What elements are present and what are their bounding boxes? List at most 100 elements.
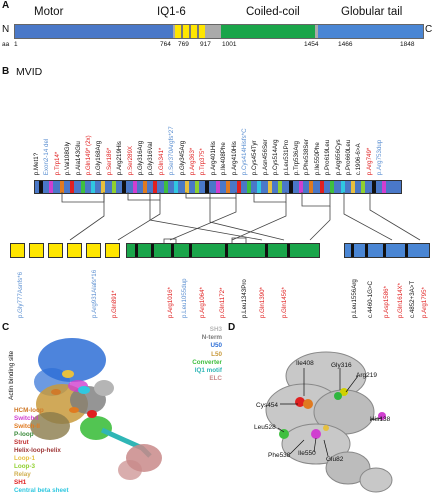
- iq-motif-box: [48, 243, 63, 258]
- variant-mark: [351, 244, 354, 257]
- connector-bracket: [127, 192, 161, 201]
- legend-entry: L50: [211, 350, 222, 358]
- connector-line: [343, 192, 393, 241]
- motor-variant-mark: [288, 181, 293, 193]
- connector-bracket: [253, 192, 287, 203]
- motor-variant-mark: [382, 181, 387, 193]
- connector-bracket: [301, 192, 331, 207]
- residue-ile408: Ile408: [296, 360, 314, 367]
- top-variant-label: p.Gly316Arg: [136, 140, 144, 176]
- top-variant-label: p.Ile408Phe: [219, 142, 227, 176]
- motor-variant-mark: [340, 181, 345, 193]
- bottom-variant-label: p.Asp1586*: [383, 286, 390, 318]
- tick-1848: 1848: [400, 41, 415, 48]
- legend-entry: P-loop: [14, 431, 34, 438]
- iq-motif-box: [86, 243, 101, 258]
- top-variant-label: p.Trp375*: [199, 148, 207, 176]
- motor-variant-mark: [174, 181, 179, 193]
- domain-motor-label: Motor: [34, 6, 64, 18]
- variant-mark: [287, 244, 290, 257]
- motor-variant-mark: [153, 181, 158, 193]
- variant-mark: [189, 244, 192, 257]
- motor-variant-mark: [205, 181, 210, 193]
- variant-mark: [151, 244, 154, 257]
- myosin-structure-ribbon: [30, 338, 162, 480]
- bottom-variant-label: p.Arg1016*: [167, 287, 174, 318]
- variant-mark: [171, 244, 174, 257]
- bottom-variant-label: p.Gln1390*: [259, 287, 266, 318]
- top-variant-label: p.Arg410His: [230, 141, 238, 176]
- top-variant-label: c.1906-6>A: [355, 143, 363, 176]
- coiled-coil-brackets: [163, 237, 247, 243]
- connector-line: [309, 206, 331, 241]
- bottom-variant-label: p.Gln1172*: [219, 287, 226, 318]
- motor-variant-mark: [330, 181, 335, 193]
- motor-variant-mark: [236, 181, 241, 193]
- bottom-variant-label: p.Gly777Asnfs*6: [17, 271, 24, 318]
- residue-cys454: Cys454: [256, 402, 279, 409]
- top-variant-label: p.Asn456Ser: [261, 139, 269, 176]
- bottom-variant-label: p.Gln1614X*: [397, 282, 404, 318]
- top-variant-label: p.Gly316Val: [147, 141, 155, 176]
- motor-variant-mark: [111, 181, 116, 193]
- iq-motif-box: [67, 243, 82, 258]
- legend-entry: ELC: [209, 375, 222, 383]
- tick-1001: 1001: [222, 41, 237, 48]
- coiled-coil-segment: [221, 25, 315, 38]
- bottom-variant-label: c.4852+3A>T: [409, 280, 416, 318]
- connector-bracket: [61, 192, 105, 203]
- variant-mark: [365, 244, 368, 257]
- motor-variant-mark: [59, 181, 64, 193]
- motor-variant-mark: [70, 181, 75, 193]
- bottom-variant-label: p.Gln891*: [111, 290, 118, 318]
- top-variant-label: p.Pro660Leu: [344, 139, 352, 176]
- tick-1: 1: [14, 41, 18, 48]
- legend-entry: Strut: [14, 439, 29, 446]
- motor-domain-bar: [34, 180, 402, 194]
- top-variant-label: p.Gly168Arg: [95, 140, 103, 176]
- top-variant-label: p.Cys454Tyr: [251, 140, 259, 176]
- tick-769: 769: [178, 41, 189, 48]
- residue-his138: His138: [370, 416, 391, 423]
- bottom-variant-label: p.Arg1795*: [421, 287, 428, 318]
- connector-line: [149, 192, 263, 241]
- top-variant-label: p.Ala143Glu: [74, 141, 82, 176]
- motor-variant-mark: [143, 181, 147, 193]
- bottom-variant-label: p.Leu1343Pro: [241, 279, 248, 318]
- legend-entry: Converter: [192, 358, 222, 366]
- domain-coiled-coil-label: Coiled-coil: [246, 6, 300, 18]
- motor-variant-mark: [319, 181, 324, 193]
- connector-line: [369, 192, 421, 241]
- top-variant-label: p.Pro619Leu: [323, 139, 331, 176]
- legend-entry: HCM-loop: [14, 407, 44, 414]
- legend-entry: Loop-1: [14, 455, 35, 462]
- iq-motif-stripe: [197, 25, 199, 38]
- iq-motif-stripe: [181, 25, 183, 38]
- top-variant-label: p.Ser370Argfs*27: [167, 126, 175, 176]
- protein-domain-bar: [14, 24, 424, 39]
- connector-bracket: [185, 192, 237, 199]
- mvid-title: MVID: [16, 66, 43, 78]
- residue-glu82: Glu82: [326, 456, 344, 463]
- top-variant-label: Exon2-14 del: [43, 138, 51, 176]
- legend-entry: IQ1 motif: [194, 367, 222, 374]
- motor-variant-mark: [184, 181, 189, 193]
- legend-entry: SH1: [14, 479, 27, 486]
- actin-binding-site-label: Actin binding site: [8, 350, 15, 400]
- variant-mark: [383, 244, 386, 257]
- top-variant-label: p.Gly345Arg: [178, 140, 186, 176]
- variant-mark: [265, 244, 268, 257]
- legend-entry: Switch-II: [14, 423, 40, 430]
- top-variant-label: p.Ser289X: [126, 145, 134, 176]
- motor-variant-mark: [371, 181, 376, 193]
- mvid-residue-structure: [265, 351, 393, 493]
- connector-line: [209, 192, 285, 241]
- motor-variant-mark: [361, 181, 366, 193]
- legend-entry: Helix-loop-helix: [14, 447, 61, 454]
- domain-globular-tail-label: Globular tail: [341, 6, 403, 18]
- bottom-variant-label: c.4460-1G>C: [367, 281, 374, 318]
- variant-connector-lines: [61, 192, 421, 241]
- variant-mark: [405, 244, 408, 257]
- motor-variant-mark: [215, 181, 220, 193]
- connector-line: [117, 200, 161, 241]
